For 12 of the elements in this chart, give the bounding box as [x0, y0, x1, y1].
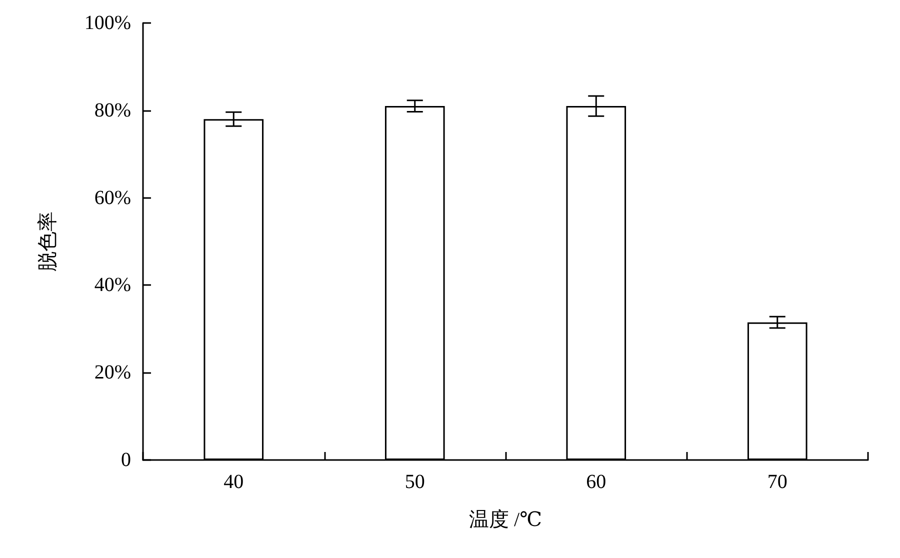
y-tick-label: 60% — [94, 186, 131, 209]
x-tick-label: 70 — [767, 471, 788, 493]
y-tick-label: 40% — [94, 274, 131, 296]
y-tick-label: 20% — [94, 362, 131, 384]
x-tick-label: 50 — [404, 471, 425, 493]
x-axis-title: 温度 /℃ — [469, 509, 542, 531]
y-tick-label: 80% — [94, 99, 131, 122]
x-tick-label: 40 — [224, 471, 244, 493]
y-tick-label: 0 — [121, 449, 131, 471]
y-tick-label: 100% — [84, 12, 131, 34]
y-axis-title: 脱色率 — [37, 212, 59, 272]
x-tick-label: 60 — [586, 471, 606, 493]
